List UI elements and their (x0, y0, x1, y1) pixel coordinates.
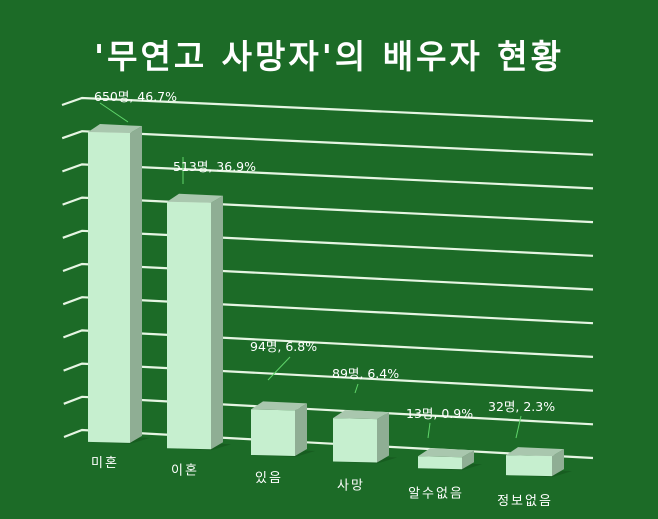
gridline (61, 130, 594, 156)
bar-front (88, 132, 130, 443)
gridline (62, 163, 594, 190)
category-label: 이혼 (171, 463, 199, 478)
bar-side (130, 126, 142, 443)
data-label: 513명, 36.9% (173, 159, 256, 174)
bar-top (506, 447, 564, 457)
bar-side (552, 449, 564, 477)
leader-line (515, 415, 522, 439)
bar-front (418, 456, 462, 470)
bar-side (377, 412, 389, 463)
bar-side (211, 195, 223, 450)
category-label: 알수없음 (408, 486, 464, 501)
gridline (63, 395, 594, 426)
data-label: 32명, 2.3% (488, 399, 555, 414)
bar-front (506, 455, 552, 477)
bar-front (333, 418, 377, 463)
leader-line (427, 422, 431, 439)
data-label: 89명, 6.4% (332, 366, 399, 381)
bar-top (167, 193, 223, 203)
leader-line (354, 383, 359, 394)
bar-top (88, 124, 142, 134)
data-label: 94명, 6.8% (250, 339, 317, 354)
gridline (62, 229, 594, 257)
bar-top (418, 448, 474, 458)
leader-line (99, 102, 129, 123)
bar-front (251, 409, 295, 456)
data-label: 13명, 0.9% (406, 406, 473, 421)
gridline (63, 362, 594, 392)
gridline (62, 296, 594, 325)
bar-side (462, 450, 474, 470)
gridline (62, 196, 594, 224)
bar-front (167, 201, 211, 450)
category-label: 있음 (255, 471, 283, 486)
bar-top (251, 401, 307, 411)
gridline (61, 96, 594, 123)
bar-side (295, 403, 307, 456)
gridline (63, 329, 594, 358)
bar-top (333, 410, 389, 420)
data-label: 650명, 46.7% (94, 89, 177, 104)
leader-line (267, 356, 291, 381)
category-label: 사망 (337, 479, 365, 494)
category-label: 정보없음 (497, 494, 553, 509)
category-label: 미혼 (91, 456, 119, 471)
chart-title: '무연고 사망자'의 배우자 현황 (94, 37, 564, 76)
gridline (62, 262, 594, 291)
gridline (63, 428, 594, 460)
